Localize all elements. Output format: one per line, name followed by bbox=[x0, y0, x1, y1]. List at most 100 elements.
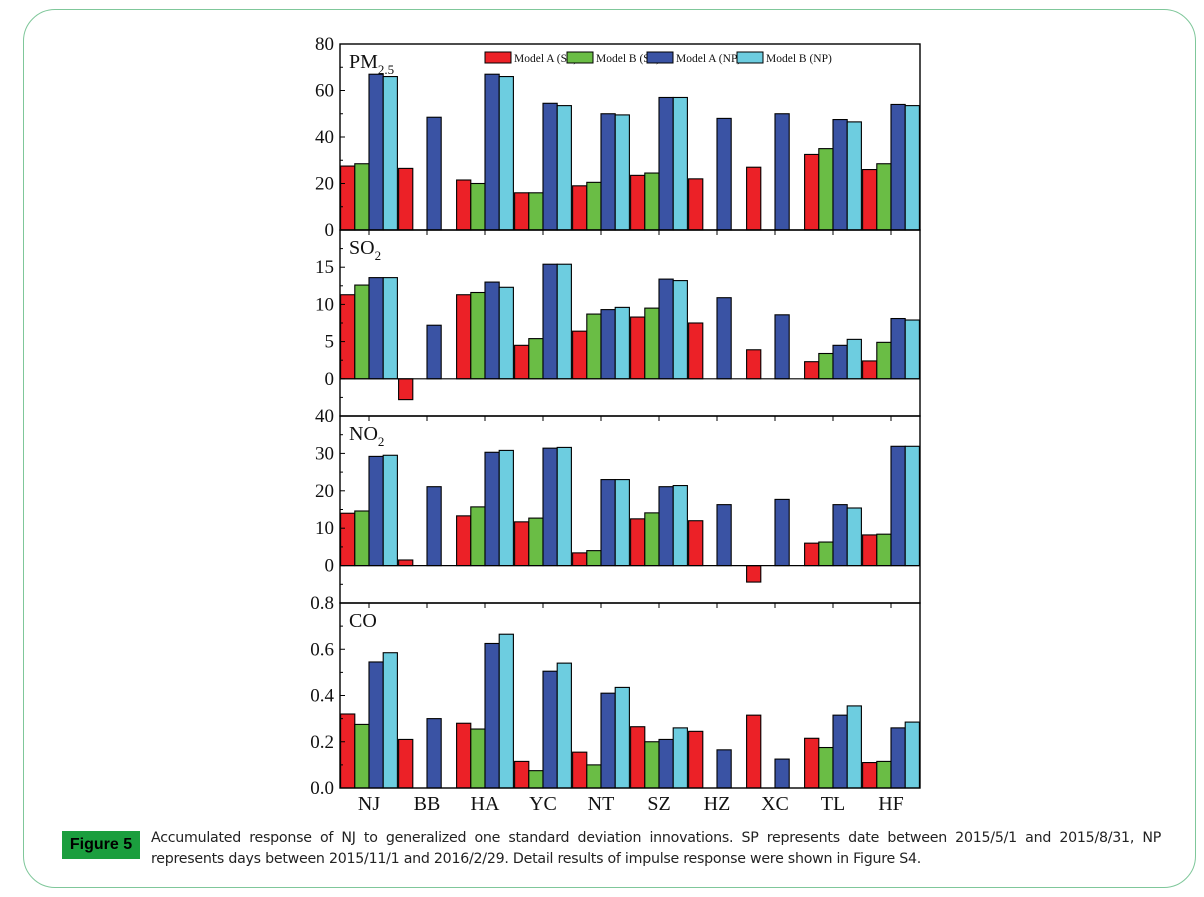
bar bbox=[586, 764, 602, 789]
figure-badge: Figure 5 bbox=[62, 831, 140, 859]
bar bbox=[644, 512, 660, 567]
legend-label: Model A (SP) bbox=[514, 53, 577, 65]
bar bbox=[456, 179, 472, 231]
bar bbox=[354, 284, 370, 380]
bar bbox=[572, 185, 588, 231]
legend-label: Model B (SP) bbox=[596, 53, 660, 65]
y-tick-label: 0.4 bbox=[310, 686, 334, 707]
bar bbox=[672, 727, 688, 789]
x-tick-label: HA bbox=[471, 793, 500, 815]
bar bbox=[904, 445, 920, 567]
legend-swatch bbox=[484, 51, 512, 64]
bar bbox=[498, 76, 514, 231]
bar bbox=[658, 486, 674, 567]
y-tick-label: 0.8 bbox=[310, 593, 334, 614]
y-tick-label: 40 bbox=[315, 406, 334, 427]
bar bbox=[818, 541, 834, 567]
bar bbox=[470, 291, 486, 380]
bar bbox=[484, 281, 500, 380]
bar bbox=[484, 73, 500, 231]
x-tick-label: YC bbox=[529, 793, 557, 815]
panel-label-subscript: 2.5 bbox=[378, 62, 394, 77]
bar bbox=[340, 165, 356, 231]
bar bbox=[600, 692, 616, 789]
bar bbox=[498, 633, 514, 789]
y-tick-label: 80 bbox=[315, 34, 334, 55]
bar bbox=[572, 330, 588, 380]
legend-item: Model B (NP) bbox=[736, 51, 832, 65]
bar bbox=[774, 314, 790, 380]
bar bbox=[470, 506, 486, 567]
bar bbox=[456, 722, 472, 789]
x-tick-label: HF bbox=[878, 793, 904, 815]
bar bbox=[542, 670, 558, 789]
bar bbox=[514, 192, 530, 231]
bar bbox=[890, 727, 906, 789]
bar bbox=[746, 565, 762, 583]
bar bbox=[846, 338, 862, 380]
figure-frame bbox=[23, 9, 1196, 888]
bar bbox=[658, 278, 674, 380]
bar bbox=[804, 737, 820, 789]
bar bbox=[514, 344, 530, 380]
bar bbox=[368, 661, 384, 789]
bar bbox=[354, 510, 370, 567]
bar bbox=[746, 166, 762, 231]
legend: Model A (SP) Model B (SP) Model A (NP) Mode… bbox=[484, 51, 832, 65]
panel-so-2: 0 5 10 15 SO2 bbox=[315, 229, 921, 417]
bar bbox=[644, 172, 660, 231]
legend-swatch bbox=[736, 51, 764, 64]
bar bbox=[658, 96, 674, 231]
bar bbox=[904, 319, 920, 380]
x-tick-label: NT bbox=[588, 793, 615, 815]
bar bbox=[542, 263, 558, 380]
bar bbox=[876, 341, 892, 380]
bar bbox=[528, 517, 544, 567]
bar bbox=[716, 504, 732, 567]
bar bbox=[644, 741, 660, 789]
bar bbox=[456, 515, 472, 567]
bar bbox=[890, 445, 906, 567]
figure-caption: Accumulated response of NJ to generalize… bbox=[151, 830, 1161, 867]
bar bbox=[818, 352, 834, 380]
bar bbox=[832, 714, 848, 789]
bar bbox=[382, 76, 398, 231]
y-tick-label: 20 bbox=[315, 481, 334, 502]
y-tick-label: 10 bbox=[315, 518, 334, 539]
x-tick-label: XC bbox=[761, 793, 789, 815]
legend-item: Model A (NP) bbox=[646, 51, 741, 65]
bar bbox=[672, 280, 688, 380]
bar bbox=[556, 662, 572, 789]
bar bbox=[426, 116, 442, 231]
bar bbox=[398, 559, 414, 567]
panel-label-subscript: 2 bbox=[375, 248, 382, 263]
x-tick-label: NJ bbox=[358, 793, 380, 815]
bar bbox=[600, 113, 616, 231]
bar bbox=[630, 726, 646, 789]
bar bbox=[862, 360, 878, 380]
y-tick-label: 0 bbox=[325, 369, 335, 390]
bar bbox=[586, 181, 602, 231]
bar bbox=[904, 105, 920, 231]
bar bbox=[630, 316, 646, 380]
bar bbox=[688, 730, 704, 789]
bar bbox=[600, 479, 616, 567]
bar bbox=[876, 760, 892, 789]
bar bbox=[862, 534, 878, 567]
bar bbox=[528, 338, 544, 380]
bar bbox=[804, 153, 820, 231]
bar bbox=[614, 686, 630, 789]
bar bbox=[614, 114, 630, 231]
bar bbox=[542, 447, 558, 567]
bar bbox=[586, 550, 602, 567]
bar bbox=[846, 705, 862, 789]
bar bbox=[426, 718, 442, 789]
x-tick-label: BB bbox=[414, 793, 441, 815]
legend-label: Model B (NP) bbox=[766, 53, 832, 65]
y-tick-label: 0.0 bbox=[310, 778, 334, 799]
bar bbox=[484, 642, 500, 789]
bar bbox=[556, 446, 572, 567]
legend-swatch bbox=[646, 51, 674, 64]
bar bbox=[528, 192, 544, 231]
bar bbox=[340, 713, 356, 789]
